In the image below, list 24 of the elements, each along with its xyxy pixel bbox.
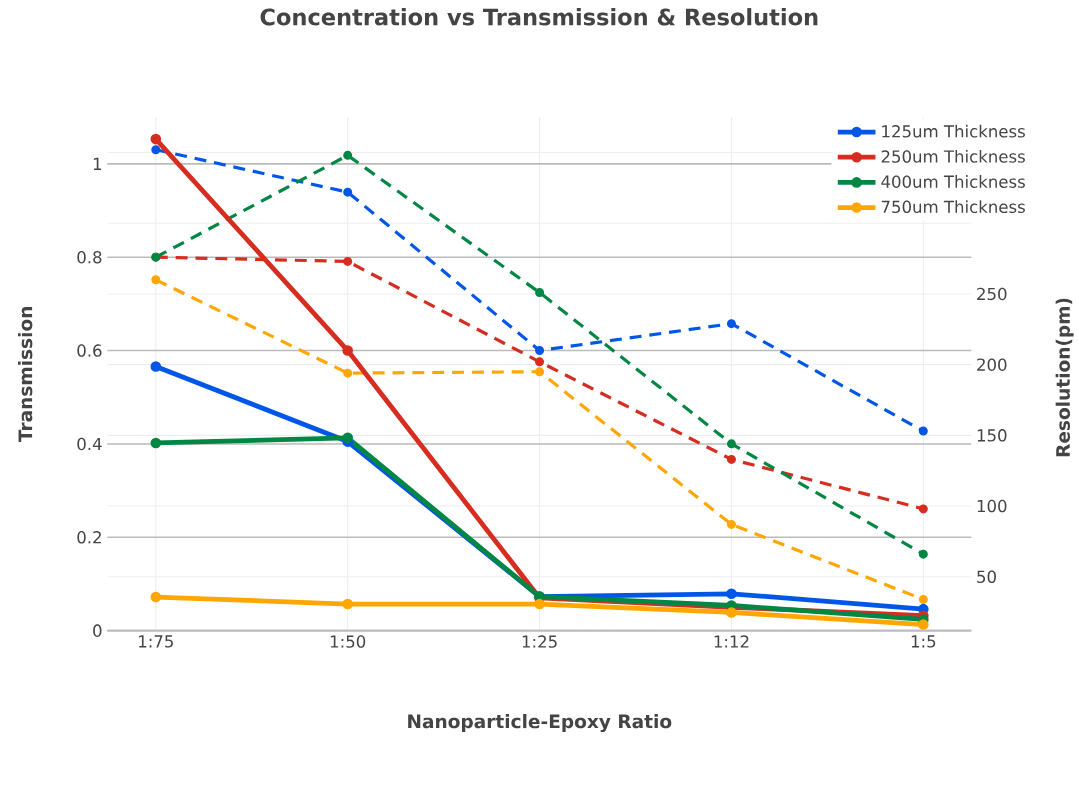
y-tick-label: 0.2 [77,531,101,544]
x-tick-label: 1:25 [522,635,557,649]
x-tick-label: 1:5 [911,635,936,648]
y2-tick-label: 250 [977,287,1007,301]
y2-tick-label: 200 [977,358,1007,372]
y-tick-label: 0.4 [77,437,102,451]
y2-tick-label: 150 [977,429,1007,442]
x-tick-label: 1:75 [139,635,173,648]
legend-label: 400um Thickness [881,175,1025,189]
x-axis-title: Nanoparticle-Epoxy Ratio [408,714,672,733]
y-axis-title: Transmission [18,307,33,443]
chart-title: Concentration vs Transmission & Resolution [260,8,818,26]
y2-axis-title: Resolution(pm) [1055,298,1074,457]
legend-label: 250um Thickness [881,150,1025,163]
y2-tick-label: 50 [977,570,996,584]
x-tick-label: 1:50 [330,635,366,649]
y2-tick-label: 100 [977,500,1007,513]
legend-label: 125um Thickness [882,125,1025,138]
legend-label: 750um Thickness [881,200,1025,214]
y-tick-label: 0.8 [77,251,102,264]
y-tick-label: 0 [93,624,102,638]
y-tick-label: 1 [93,158,102,171]
y-tick-label: 0.6 [77,344,102,358]
x-tick-label: 1:12 [714,635,749,648]
